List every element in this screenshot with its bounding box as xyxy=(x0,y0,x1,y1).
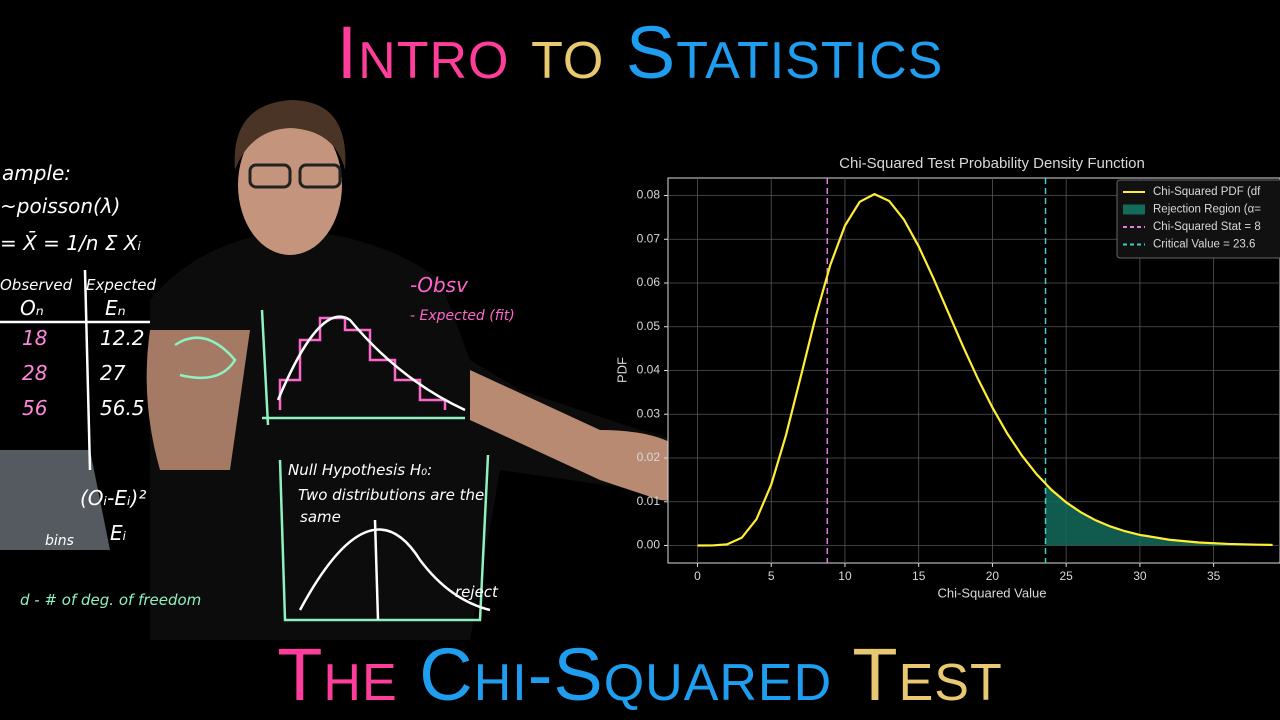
y-tick-label: 0.03 xyxy=(637,406,661,420)
board-text: 56 xyxy=(22,396,47,420)
board-text: d - # of deg. of freedom xyxy=(20,591,201,609)
legend-label: Chi-Squared PDF (df xyxy=(1153,186,1261,198)
legend-label: Critical Value = 23.6 xyxy=(1153,239,1255,251)
y-axis-label: PDF xyxy=(614,357,629,383)
board-text: 18 xyxy=(22,326,47,350)
y-tick-label: 0.08 xyxy=(637,188,661,202)
title-word: to xyxy=(531,11,604,94)
board-text: -Obsv xyxy=(410,273,469,297)
x-tick-label: 20 xyxy=(986,569,1000,583)
legend-swatch xyxy=(1123,204,1145,215)
chart: Chi-Squared Test Probability Density Fun… xyxy=(614,155,1280,600)
y-tick-label: 0.01 xyxy=(637,494,661,508)
title-word: The xyxy=(277,633,397,716)
x-tick-label: 0 xyxy=(694,569,701,583)
top-title: Intro to Statistics xyxy=(337,11,944,94)
x-tick-label: 5 xyxy=(768,569,775,583)
legend-box xyxy=(1116,179,1280,259)
chart-title: Chi-Squared Test Probability Density Fun… xyxy=(839,155,1145,172)
board-text: Oₙ xyxy=(20,296,44,320)
legend-label: Chi-Squared Stat = 8 xyxy=(1153,221,1261,233)
board-text: = X̄ = 1/n Σ Xᵢ xyxy=(0,230,141,255)
board-text: bins xyxy=(45,533,74,549)
x-tick-label: 25 xyxy=(1059,569,1073,583)
x-tick-label: 10 xyxy=(838,569,852,583)
board-text: Expected xyxy=(86,276,156,294)
board-text: Observed xyxy=(0,276,73,294)
board-text: - Expected (fit) xyxy=(410,308,515,324)
board-text: reject xyxy=(455,583,499,601)
title-word: Intro xyxy=(337,11,510,94)
board-text: ample: xyxy=(2,161,71,185)
y-tick-label: 0.05 xyxy=(637,319,661,333)
board-drawings xyxy=(0,269,491,622)
legend-label: Rejection Region (α= xyxy=(1153,204,1261,216)
bottom-title: The Chi-Squared Test xyxy=(277,633,1003,716)
title-word: Statistics xyxy=(626,11,943,94)
x-axis-label: Chi-Squared Value xyxy=(938,585,1047,600)
x-tick-label: 15 xyxy=(912,569,926,583)
board-text: 12.2 xyxy=(100,326,145,350)
board-text: same xyxy=(300,508,341,526)
y-tick-label: 0.04 xyxy=(637,363,661,377)
rejection-region xyxy=(1045,483,1273,546)
y-tick-label: 0.00 xyxy=(637,538,661,552)
y-tick-label: 0.07 xyxy=(637,231,661,245)
board-text: Eᵢ xyxy=(110,521,127,545)
board-text: 56.5 xyxy=(100,396,145,420)
board-text: (Oᵢ-Eᵢ)² xyxy=(80,486,146,510)
x-tick-label: 30 xyxy=(1133,569,1147,583)
title-word: Chi-Squared xyxy=(419,633,832,716)
title-word: Test xyxy=(852,633,1002,716)
board-texts: ample: ~poisson(λ) = X̄ = 1/n Σ Xᵢ Obser… xyxy=(0,161,515,609)
board-text: 27 xyxy=(100,361,126,385)
data-line xyxy=(697,192,1273,547)
y-tick-label: 0.02 xyxy=(637,450,661,464)
board-text: 28 xyxy=(22,361,47,385)
board-text: ~poisson(λ) xyxy=(0,194,120,218)
x-tick-label: 35 xyxy=(1207,569,1221,583)
presenter xyxy=(0,100,705,640)
board-text: Null Hypothesis H₀: xyxy=(288,461,432,479)
board-text: Two distributions are the xyxy=(298,486,484,504)
y-tick-label: 0.06 xyxy=(637,275,661,289)
board-text: Eₙ xyxy=(105,296,126,320)
